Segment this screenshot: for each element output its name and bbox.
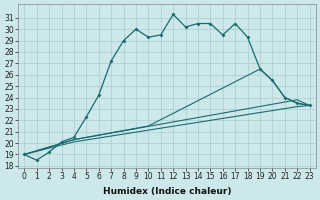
X-axis label: Humidex (Indice chaleur): Humidex (Indice chaleur) xyxy=(103,187,231,196)
